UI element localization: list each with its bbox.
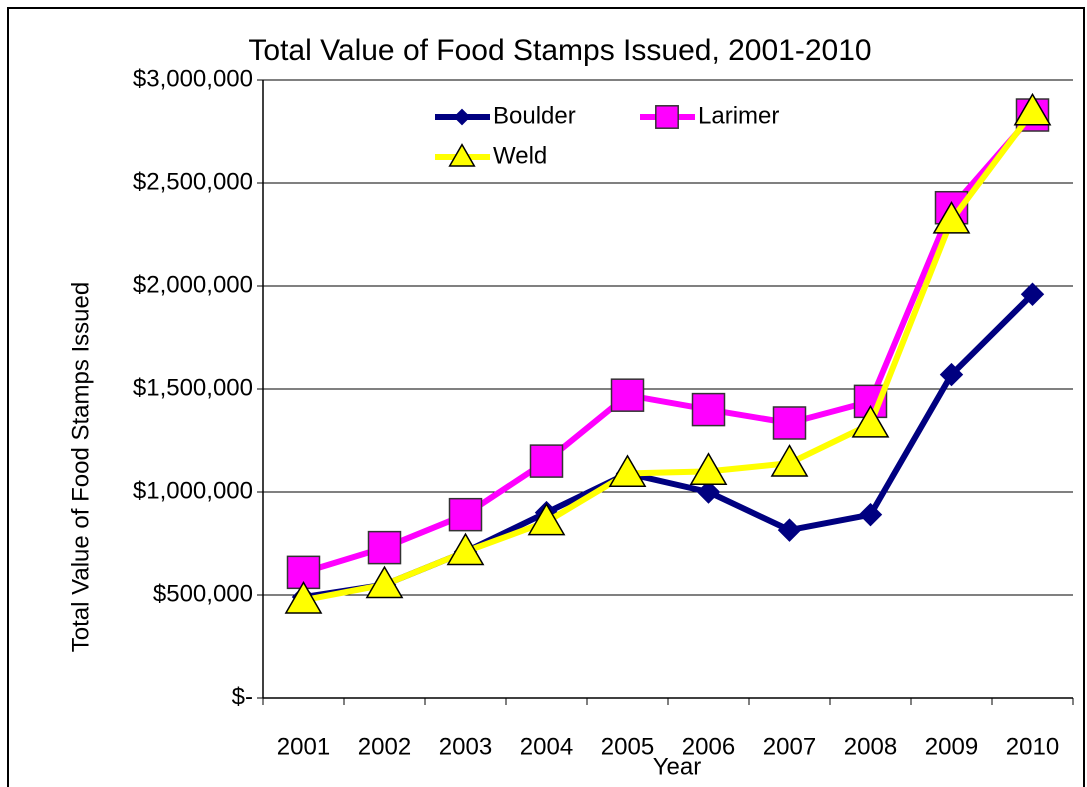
point-marker [529, 444, 564, 478]
point-marker [696, 480, 721, 504]
x-tick-label: 2007 [763, 733, 816, 760]
point-marker [284, 581, 323, 614]
point-marker [448, 497, 483, 532]
chart-title: Total Value of Food Stamps Issued, 2001-… [248, 34, 871, 67]
point-marker [1020, 282, 1045, 306]
y-tick-label: $3,000,000 [133, 65, 253, 92]
point-marker [365, 565, 404, 599]
x-axis-label: Year [653, 753, 702, 780]
x-tick-label: 2002 [358, 733, 411, 760]
point-marker [1013, 92, 1052, 126]
series-line [302, 113, 1035, 576]
y-tick-label: $2,000,000 [133, 271, 253, 298]
point-marker [772, 406, 807, 440]
x-tick-label: 2003 [439, 733, 492, 760]
point-marker [777, 518, 802, 542]
legend-label: Larimer [698, 102, 779, 129]
x-tick-label: 2008 [844, 733, 897, 760]
legend-marker [448, 143, 476, 167]
y-tick-label: $1,500,000 [133, 374, 253, 401]
y-axis-label: Total Value of Food Stamps Issued [67, 282, 94, 652]
point-marker [367, 530, 402, 565]
x-tick-label: 2009 [925, 733, 978, 760]
x-tick-label: 2005 [601, 733, 654, 760]
point-marker [770, 444, 809, 477]
point-marker [691, 392, 726, 427]
point-marker [608, 454, 647, 488]
point-marker [858, 502, 883, 527]
y-tick-label: $1,000,000 [133, 477, 253, 504]
point-marker [851, 404, 890, 438]
point-marker [527, 502, 566, 536]
point-marker [932, 200, 971, 234]
point-marker [939, 362, 964, 387]
point-marker [446, 532, 485, 566]
x-tick-label: 2004 [520, 733, 573, 760]
y-tick-label: $- [232, 683, 253, 710]
y-tick-label: $2,500,000 [133, 168, 253, 195]
series-line [302, 110, 1035, 604]
legend-label: Boulder [493, 102, 576, 129]
y-tick-label: $500,000 [153, 580, 253, 607]
x-tick-label: 2001 [277, 733, 330, 760]
legend-marker [453, 108, 471, 126]
chart-frame [7, 7, 1085, 787]
legend-marker [655, 105, 679, 129]
legend-label: Weld [493, 142, 547, 169]
point-marker [689, 452, 728, 485]
x-tick-label: 2006 [682, 733, 735, 760]
x-tick-label: 2010 [1006, 733, 1059, 760]
point-marker [610, 378, 645, 412]
